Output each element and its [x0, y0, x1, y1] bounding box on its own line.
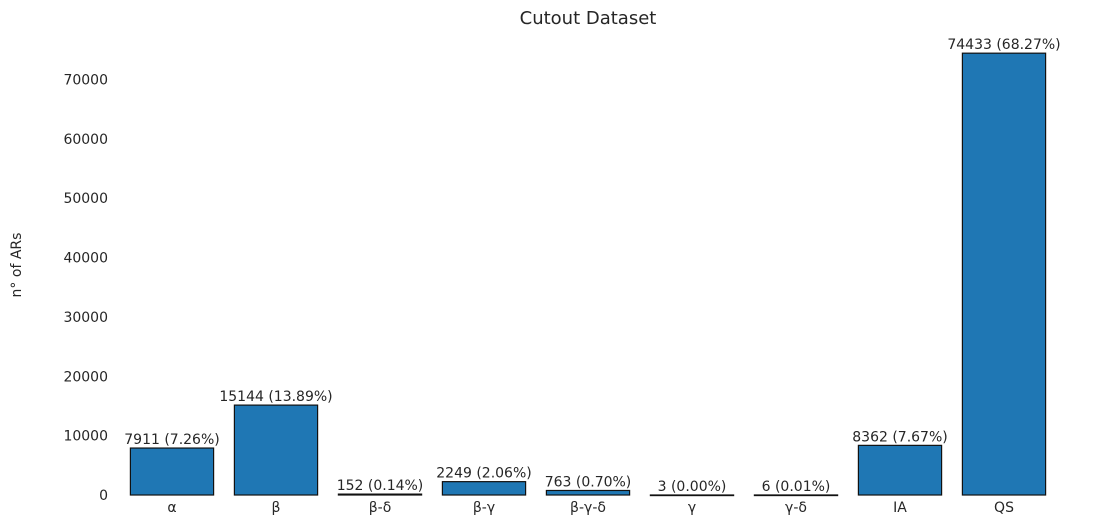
bar — [441, 481, 527, 496]
bar-value-label: 2249 (2.06%) — [436, 466, 531, 482]
y-axis-label: n° of ARs — [9, 233, 25, 298]
x-tick-label: β-γ-δ — [570, 500, 606, 516]
data-labels: 7911 (7.26%) 15144 (13.89%) 152 (0.14%) 224… — [124, 37, 1060, 495]
y-tick-label: 20000 — [63, 369, 108, 385]
bar — [961, 52, 1047, 496]
x-tick-label: β-γ — [473, 500, 495, 516]
chart-title: Cutout Dataset — [520, 8, 657, 29]
bar — [337, 493, 423, 496]
bar — [753, 494, 839, 497]
x-tick-label: β-δ — [369, 500, 392, 516]
y-axis-ticks: 0 10000 20000 30000 40000 50000 60000 70000 — [63, 72, 108, 504]
bar-value-label: 6 (0.01%) — [762, 479, 831, 495]
y-tick-label: 50000 — [63, 191, 108, 207]
x-tick-label: γ — [688, 500, 696, 516]
bar-value-label: 3 (0.00%) — [658, 479, 727, 495]
bar-value-label: 74433 (68.27%) — [947, 37, 1060, 53]
y-tick-label: 40000 — [63, 251, 108, 267]
x-axis-ticks: α β β-δ β-γ β-γ-δ γ γ-δ IA QS — [167, 500, 1014, 516]
bar-value-label: 763 (0.70%) — [545, 474, 632, 490]
bar — [233, 404, 319, 496]
y-tick-label: 30000 — [63, 310, 108, 326]
x-tick-label: γ-δ — [785, 500, 807, 516]
y-tick-label: 10000 — [63, 429, 108, 445]
bar — [857, 444, 943, 496]
x-tick-label: β — [272, 500, 281, 516]
bar-value-label: 8362 (7.67%) — [852, 429, 947, 445]
x-tick-label: QS — [994, 500, 1014, 516]
bars — [129, 52, 1047, 497]
bar-value-label: 152 (0.14%) — [337, 478, 424, 494]
bar — [129, 447, 215, 496]
bar-value-label: 15144 (13.89%) — [219, 389, 332, 405]
y-tick-label: 70000 — [63, 72, 108, 88]
x-tick-label: α — [167, 500, 176, 516]
bar — [649, 494, 735, 497]
x-tick-label: IA — [893, 500, 907, 516]
bar-value-label: 7911 (7.26%) — [124, 432, 219, 448]
y-tick-label: 0 — [99, 488, 108, 504]
y-tick-label: 60000 — [63, 132, 108, 148]
bar — [545, 489, 631, 496]
